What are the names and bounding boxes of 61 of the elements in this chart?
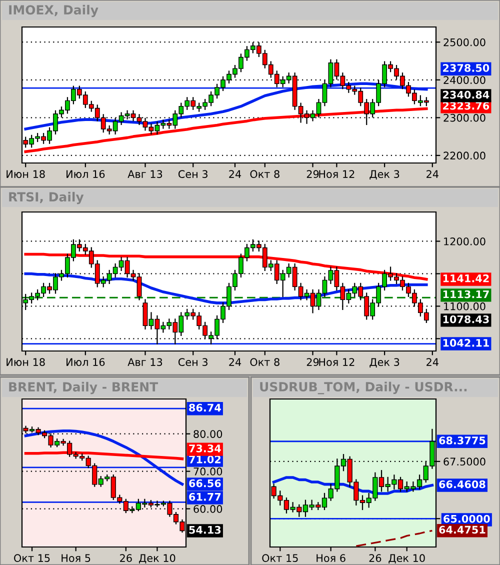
- y-tick-label: 2500.00: [444, 38, 486, 46]
- ref-line-label: 2378.50: [443, 64, 490, 72]
- x-tick-label: Сен 3: [178, 358, 208, 366]
- text: 54.13: [189, 526, 221, 534]
- x-tick-label: Сен 3: [178, 170, 208, 178]
- x-tick-label: 24: [229, 170, 242, 178]
- x-tick-label: Июн 18: [6, 170, 45, 178]
- ref-line-label: 68.3775: [439, 436, 486, 444]
- y-tick-label: 80.00: [194, 430, 222, 438]
- chart-title: IMOEX, Daily: [9, 4, 98, 18]
- data-label: 2323.76: [443, 102, 490, 110]
- x-tick-label: Июл 16: [66, 358, 105, 366]
- x-tick-label: 29: [306, 358, 319, 366]
- data-label: 1141.42: [443, 274, 489, 282]
- x-tick-label: Июл 16: [66, 170, 105, 178]
- x-tick-label: Ноя 5: [62, 554, 90, 562]
- x-tick-label: Дек 3: [370, 170, 400, 180]
- ref-line-label: 71.02: [189, 455, 221, 464]
- x-tick-label: Окт 15: [262, 554, 298, 562]
- chart-title: USDRUB_TOM, Daily - USDR...: [260, 382, 467, 394]
- data-label: 66.4608: [439, 480, 486, 488]
- line-series: [355, 530, 434, 547]
- data-label: 73.34: [189, 444, 221, 452]
- x-tick-label: Дек 10: [139, 554, 176, 564]
- x-tick-label: Ноя 6: [316, 554, 346, 562]
- x-tick-label: 26: [120, 554, 132, 562]
- line-series: [24, 429, 184, 486]
- y-tick-label: 2400.00: [444, 76, 486, 84]
- x-tick-label: 24: [229, 358, 242, 366]
- x-tick-label: 24: [426, 358, 438, 366]
- x-tick-label: Июн 18: [6, 358, 45, 366]
- y-tick-label: 1200.00: [444, 237, 486, 246]
- y-tick-label: 65.0000: [444, 514, 490, 523]
- x-tick-label: Ноя 12: [319, 358, 354, 366]
- x-tick-label: Окт 15: [14, 554, 50, 562]
- x-tick-label: Авг 13: [128, 358, 162, 366]
- y-tick-label: 67.5000: [444, 458, 486, 466]
- x-tick-label: Окт 8: [250, 358, 280, 366]
- data-label: 64.4751: [439, 526, 486, 534]
- y-tick-label: 2300.00: [444, 114, 486, 122]
- text: 1078.43: [443, 315, 489, 324]
- x-tick-label: 29: [306, 170, 319, 178]
- y-tick-label: 60.00: [194, 505, 222, 513]
- x-tick-label: 26: [369, 554, 382, 562]
- y-tick-label: 2200.00: [444, 152, 486, 160]
- x-tick-label: Окт 8: [250, 170, 280, 178]
- ref-line-label: 1042.11: [443, 338, 489, 347]
- x-tick-label: 24: [426, 170, 438, 178]
- y-tick-label: 70.00: [194, 468, 222, 476]
- chart-title: RTSI, Daily: [9, 192, 84, 204]
- x-tick-label: Дек 10: [388, 554, 425, 564]
- text: 2340.84: [443, 90, 490, 99]
- ref-line-label: 86.74: [189, 404, 221, 412]
- data-label: 66.56: [189, 479, 221, 488]
- x-tick-label: Дек 3: [370, 358, 400, 368]
- ref-line-label: 61.77: [189, 492, 221, 501]
- x-tick-label: Ноя 12: [319, 170, 354, 178]
- ref-line-label: 1113.17: [443, 290, 489, 298]
- y-tick-label: 1100.00: [444, 302, 486, 310]
- chart-title: BRENT, Daily - BRENT: [9, 382, 158, 394]
- x-tick-label: Авг 13: [128, 170, 162, 178]
